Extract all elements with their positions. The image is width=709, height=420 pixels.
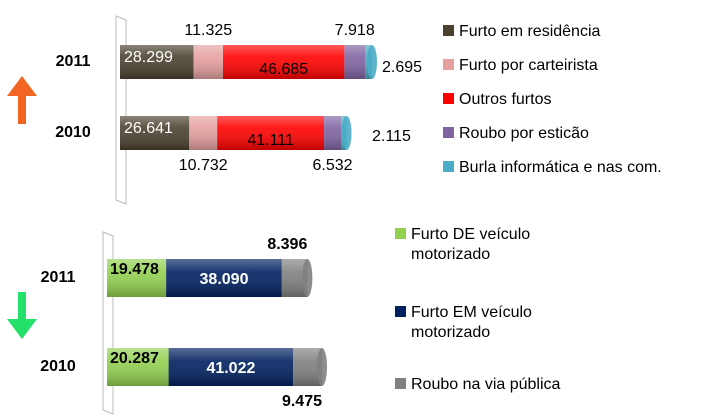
legend-item: Furto EM veículo motorizado: [395, 303, 581, 343]
legend-swatch: [443, 161, 454, 172]
value-label: 41.111: [247, 132, 294, 149]
legend-item: Roubo na via pública: [395, 375, 581, 395]
bar-cap: [317, 348, 327, 386]
legend-label: Furto por carteirista: [459, 57, 598, 74]
legend-swatch: [443, 127, 454, 138]
value-label: 11.325: [184, 22, 232, 39]
bar-shine: [189, 116, 218, 150]
bar-shine: [217, 116, 325, 150]
frame: [102, 231, 114, 415]
legend-swatch: [395, 378, 406, 389]
value-label: 9.475: [282, 393, 322, 410]
bar-cap: [302, 259, 313, 297]
legend-label: Burla informática e nas com.: [459, 159, 662, 176]
bar-cap: [367, 45, 377, 79]
legend-swatch: [395, 228, 406, 239]
legend-label: Furto em residência: [459, 23, 601, 40]
legend-swatch: [395, 306, 406, 317]
legend-item: Outros furtos: [443, 90, 709, 110]
value-label: 10.732: [179, 157, 228, 174]
value-label: 41.022: [206, 360, 255, 377]
category-label: 2010: [55, 124, 91, 141]
legend-label: Roubo na via pública: [411, 376, 561, 393]
bar-shine: [107, 259, 167, 297]
legend-item: Furto por carteirista: [443, 56, 709, 76]
value-label: 2.695: [382, 59, 422, 76]
bar-shine: [166, 259, 282, 297]
value-label: 6.532: [313, 157, 353, 174]
down-arrow: [7, 292, 37, 339]
bar-shine: [223, 45, 345, 79]
frame: [115, 15, 127, 205]
value-label: 38.090: [200, 271, 249, 288]
value-label: 19.478: [110, 261, 159, 278]
bar-shine: [120, 45, 194, 79]
value-label: 8.396: [267, 236, 307, 253]
legend-item: Furto DE veículo motorizado: [395, 225, 581, 265]
legend-swatch: [443, 25, 454, 36]
legend-label: Furto EM veículo motorizado: [411, 304, 532, 341]
legend-item: Burla informática e nas com.: [443, 158, 709, 178]
bar-shine: [107, 348, 169, 386]
bar-shine: [344, 45, 365, 79]
category-label: 2011: [56, 53, 91, 70]
legend-swatch: [443, 93, 454, 104]
value-label: 7.918: [335, 22, 375, 39]
bar-shine: [193, 45, 224, 79]
category-label: 2011: [41, 269, 76, 286]
bar-cap: [341, 116, 352, 150]
value-label: 46.685: [259, 61, 308, 78]
value-label: 2.115: [372, 128, 411, 145]
value-label: 28.299: [124, 49, 173, 66]
bar-shine: [120, 116, 190, 150]
legend-item: Roubo por esticão: [443, 124, 709, 144]
legend-label: Roubo por esticão: [459, 125, 589, 142]
legend-item: Furto em residência: [443, 22, 709, 42]
bar-shine: [324, 116, 342, 150]
value-label: 20.287: [110, 350, 159, 367]
bar-shine: [168, 348, 294, 386]
up-arrow: [7, 76, 37, 124]
legend-label: Outros furtos: [459, 91, 552, 108]
category-label: 2010: [40, 358, 76, 375]
legend-label: Furto DE veículo motorizado: [411, 226, 531, 263]
legend-swatch: [443, 59, 454, 70]
value-label: 26.641: [124, 120, 173, 137]
